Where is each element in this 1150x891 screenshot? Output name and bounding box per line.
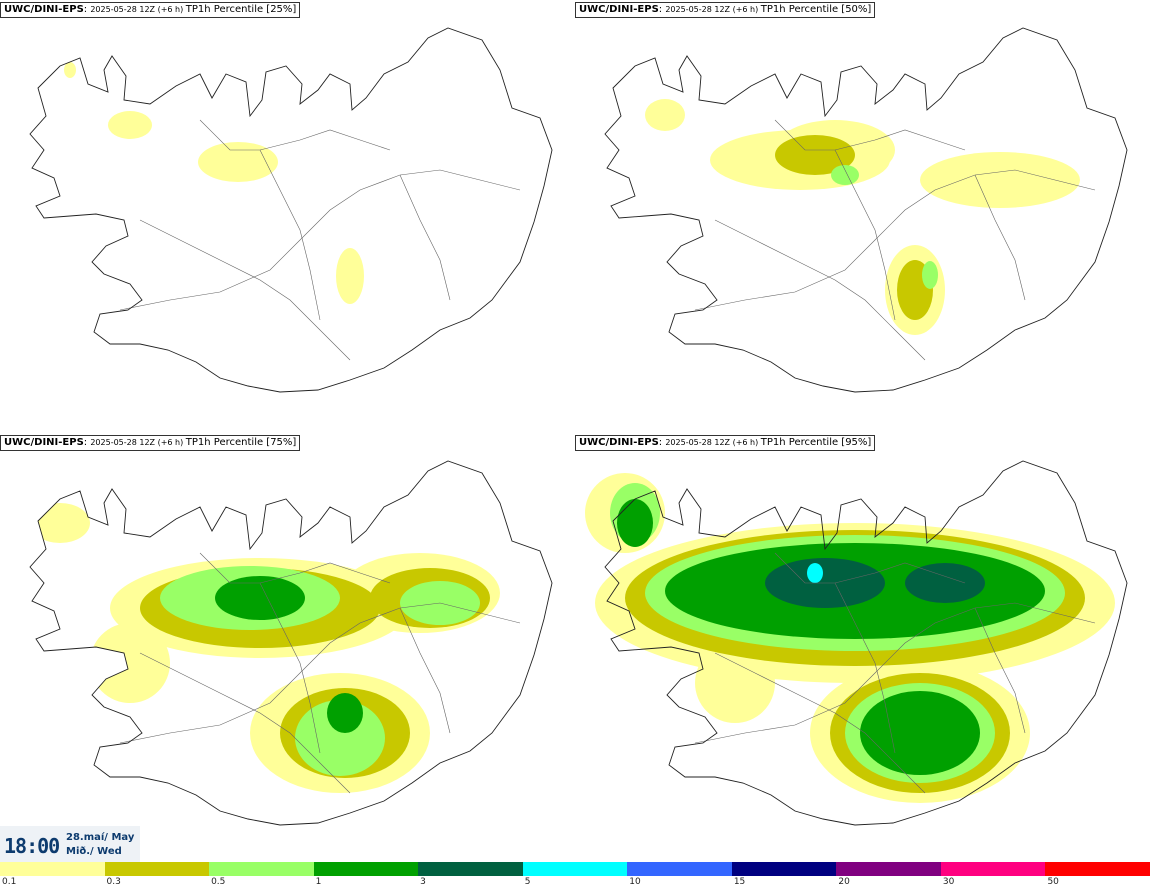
panel-title-separator: : [83, 4, 91, 15]
valid-date-line2: Mið./ Wed [66, 846, 122, 857]
legend-tick-label: 20 [838, 877, 850, 887]
panel-run: 2025-05-28 12Z (+6 h) [90, 5, 186, 14]
road-line [139, 219, 351, 361]
panel-source: UWC/DINI-EPS [4, 4, 84, 15]
road-line [834, 149, 896, 321]
road-line [694, 169, 1096, 311]
road-line [834, 582, 896, 754]
legend-tick-label: 0.3 [106, 877, 121, 887]
road-line [974, 174, 1026, 301]
legend-tick-label: 30 [942, 877, 955, 887]
legend-swatch [104, 862, 210, 876]
legend-swatch [627, 862, 733, 876]
legend-swatch [836, 862, 942, 876]
valid-time: 18:00 [4, 834, 60, 858]
road-line [774, 552, 966, 584]
panel-title-separator: : [658, 4, 666, 15]
road-line [974, 607, 1026, 734]
road-line [694, 602, 1096, 744]
valid-date-line1: 28.maí/ May [66, 832, 135, 843]
map-panel: UWC/DINI-EPS: 2025-05-28 12Z (+6 h) TP1h… [575, 0, 1150, 430]
panel-title-separator: : [83, 437, 91, 448]
precip-area [327, 693, 363, 733]
panel-source: UWC/DINI-EPS [579, 4, 659, 15]
precip-area [295, 700, 385, 776]
precip-area [617, 499, 653, 547]
legend-tick-label: 0.1 [2, 877, 17, 887]
road-line [139, 652, 351, 794]
precip-area [108, 111, 152, 139]
coastline [29, 460, 553, 826]
road-line [119, 169, 521, 311]
legend-tick-label: 0.5 [211, 877, 226, 887]
map-panel: UWC/DINI-EPS: 2025-05-28 12Z (+6 h) TP1h… [0, 433, 575, 863]
road-line [774, 119, 966, 151]
panel-title: UWC/DINI-EPS: 2025-05-28 12Z (+6 h) TP1h… [0, 435, 301, 451]
legend-swatch [209, 862, 315, 876]
road-line [119, 602, 521, 744]
road-line [199, 552, 391, 584]
precip-area [860, 691, 980, 775]
precip-area [215, 576, 305, 620]
coastline [604, 460, 1128, 826]
iceland-map [29, 460, 553, 826]
panel-run: 2025-05-28 12Z (+6 h) [90, 438, 186, 447]
panel-run: 2025-05-28 12Z (+6 h) [665, 5, 761, 14]
panel-title: UWC/DINI-EPS: 2025-05-28 12Z (+6 h) TP1h… [0, 2, 301, 18]
panel-variable: TP1h Percentile [75%] [185, 437, 297, 448]
legend-swatch [418, 862, 524, 876]
legend-swatch [731, 862, 837, 876]
precip-area [807, 563, 823, 583]
panel-variable: TP1h Percentile [50%] [760, 4, 872, 15]
legend-tick-label: 5 [524, 877, 531, 887]
iceland-map [604, 27, 1128, 393]
panel-variable: TP1h Percentile [25%] [185, 4, 297, 15]
road-line [714, 219, 926, 361]
panel-variable: TP1h Percentile [95%] [760, 437, 872, 448]
precip-area [64, 62, 76, 78]
road-line [399, 607, 451, 734]
panel-title: UWC/DINI-EPS: 2025-05-28 12Z (+6 h) TP1h… [575, 2, 876, 18]
precip-area [645, 99, 685, 131]
road-line [259, 582, 321, 754]
panel-source: UWC/DINI-EPS [4, 437, 84, 448]
precip-area [920, 152, 1080, 208]
panel-title: UWC/DINI-EPS: 2025-05-28 12Z (+6 h) TP1h… [575, 435, 876, 451]
iceland-map [585, 460, 1128, 826]
legend-tick-label: 15 [733, 877, 746, 887]
legend-tick-label: 1 [315, 877, 322, 887]
precip-area [695, 643, 775, 723]
color-legend: 0.1 0.3 0.5 1 3 5 10 15 20 30 50 [0, 862, 1150, 891]
legend-tick-label: 10 [629, 877, 641, 887]
road-line [714, 652, 926, 794]
precip-area [922, 261, 938, 289]
legend-swatch [313, 862, 419, 876]
iceland-map [29, 27, 553, 393]
road-line [199, 119, 391, 151]
legend-tick-label: 50 [1047, 877, 1059, 887]
coastline [604, 27, 1128, 393]
valid-time-box: 18:00 28.maí/ May Mið./ Wed [0, 826, 140, 862]
precip-area [198, 142, 278, 182]
panel-run: 2025-05-28 12Z (+6 h) [665, 438, 761, 447]
legend-swatch [940, 862, 1046, 876]
panel-source: UWC/DINI-EPS [579, 437, 659, 448]
precip-area [831, 165, 859, 185]
precip-area [905, 563, 985, 603]
coastline [29, 27, 553, 393]
precip-area [336, 248, 364, 304]
legend-tick-label: 3 [420, 877, 426, 887]
panel-title-separator: : [658, 437, 666, 448]
road-line [259, 149, 321, 321]
legend-swatch [522, 862, 628, 876]
map-panel: UWC/DINI-EPS: 2025-05-28 12Z (+6 h) TP1h… [575, 433, 1150, 863]
legend-swatch [0, 862, 106, 876]
legend-swatch [1045, 862, 1150, 876]
map-panel: UWC/DINI-EPS: 2025-05-28 12Z (+6 h) TP1h… [0, 0, 575, 430]
precip-area [775, 135, 855, 175]
road-line [399, 174, 451, 301]
precip-area [90, 623, 170, 703]
